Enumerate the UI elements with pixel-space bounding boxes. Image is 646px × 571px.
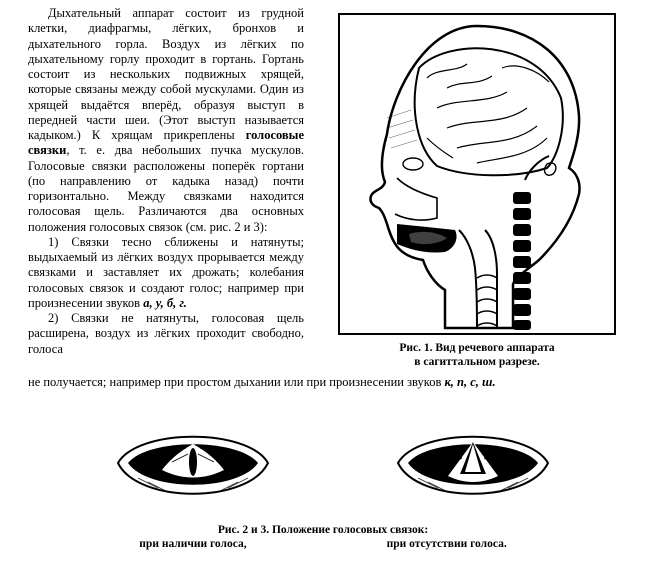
li1-sounds: а, у, б, г. — [143, 296, 187, 310]
list-item-2b: не получается; например при простом дыха… — [28, 375, 630, 390]
figures-2-3-container: Рис. 2 и 3. Положение голосовых связок: … — [0, 418, 646, 551]
li2-text-b: не получается; например при простом дыха… — [28, 375, 444, 389]
list-item-2a: 2) Связки не натянуты, голосовая щель ра… — [28, 311, 304, 357]
fig2-sub: при наличии голоса, — [139, 537, 246, 551]
fig3-sub: при отсутствии голоса. — [387, 537, 507, 551]
fig1-cap-line2: в сагиттальном разрезе. — [322, 356, 632, 370]
li2-sounds: к, п, с, ш. — [444, 375, 495, 389]
list-item-1: 1) Связки тесно сближены и натянуты; выд… — [28, 235, 304, 311]
figure-1-container: Рис. 1. Вид речевого аппарата в сагиттал… — [322, 8, 632, 370]
figure-1-sagittal-head — [327, 8, 627, 338]
body-text-column: Дыхательный аппарат состоит из грудной к… — [28, 6, 304, 357]
li2-text-a: 2) Связки не натянуты, голосовая щель ра… — [28, 311, 304, 356]
fig1-cap-line1: Рис. 1. Вид речевого аппарата — [322, 342, 632, 356]
figure-2-vocal-cords-closed — [108, 418, 278, 513]
paragraph-1: Дыхательный аппарат состоит из грудной к… — [28, 6, 304, 235]
body-text-lower: не получается; например при простом дыха… — [28, 375, 630, 390]
figure-1-caption: Рис. 1. Вид речевого аппарата в сагиттал… — [322, 342, 632, 370]
figure-2-3-caption: Рис. 2 и 3. Положение голосовых связок: — [0, 523, 646, 537]
figure-2-3-subcaptions: при наличии голоса, при отсутствии голос… — [0, 537, 646, 551]
p1-text-a: Дыхательный аппарат состоит из грудной к… — [28, 6, 304, 142]
p1-text-b: , т. е. два небольших пучка мускулов. Го… — [28, 143, 304, 233]
figure-3-vocal-cords-open — [388, 418, 558, 513]
